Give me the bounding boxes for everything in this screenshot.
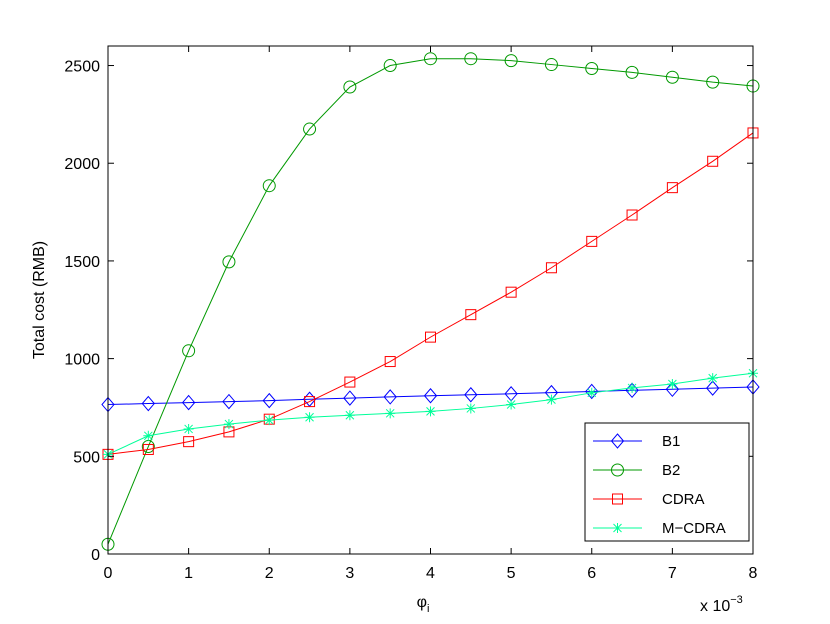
data-point xyxy=(262,179,276,193)
y-tick-label: 1500 xyxy=(64,254,100,271)
data-point xyxy=(143,430,154,441)
data-point xyxy=(506,399,517,410)
data-point xyxy=(182,344,196,358)
data-point xyxy=(181,394,196,411)
data-point xyxy=(544,58,558,72)
legend-label: B1 xyxy=(662,433,680,450)
data-point xyxy=(586,387,597,398)
x-tick-label: 4 xyxy=(426,565,435,582)
data-point xyxy=(183,436,195,448)
data-point xyxy=(343,80,357,94)
y-tick-label: 500 xyxy=(73,449,100,466)
data-point xyxy=(464,52,478,66)
data-point xyxy=(262,392,276,409)
x-tick-label: 1 xyxy=(184,565,193,582)
x-axis-multiplier: x 10−3 xyxy=(700,594,743,615)
x-axis-label-subscript: i xyxy=(427,603,429,615)
legend-marker xyxy=(612,493,623,505)
x-axis-multiplier-exponent: −3 xyxy=(730,594,743,606)
data-point xyxy=(706,380,720,396)
data-point xyxy=(344,376,356,388)
x-axis-label-symbol: φ xyxy=(417,594,427,611)
data-point xyxy=(667,379,678,390)
data-point xyxy=(424,52,437,66)
data-point xyxy=(625,65,639,79)
data-point xyxy=(665,381,680,398)
legend-entry: M−CDRA xyxy=(593,520,726,537)
data-point xyxy=(141,395,155,412)
data-point xyxy=(383,389,397,405)
data-point xyxy=(504,54,518,68)
data-point xyxy=(222,393,236,410)
data-point xyxy=(707,373,718,384)
series-line xyxy=(107,386,754,406)
y-tick-label: 1000 xyxy=(64,352,100,369)
legend: B1 B2 CDRA M−CDRA xyxy=(584,422,750,542)
legend-entry: CDRA xyxy=(593,491,705,508)
data-point xyxy=(665,70,679,84)
data-point xyxy=(465,309,477,321)
x-tick-label: 5 xyxy=(507,565,516,582)
x-tick-label: 0 xyxy=(104,565,113,582)
data-point xyxy=(586,235,598,247)
data-point xyxy=(546,394,557,405)
x-tick-label: 7 xyxy=(668,565,677,582)
legend-entry: B1 xyxy=(593,433,680,450)
data-point xyxy=(304,412,315,423)
data-point xyxy=(183,423,194,434)
data-point xyxy=(222,255,236,269)
data-point xyxy=(343,390,357,406)
legend-label: M−CDRA xyxy=(662,520,726,537)
data-point xyxy=(505,286,517,298)
series-line xyxy=(107,58,754,545)
data-point xyxy=(425,331,436,343)
x-axis-label: φi xyxy=(417,594,430,615)
legend-entry: B2 xyxy=(593,462,680,479)
data-point xyxy=(344,410,355,421)
legend-box xyxy=(584,422,750,542)
data-point xyxy=(384,356,396,368)
data-point xyxy=(465,403,476,414)
x-axis-multiplier-base: x 10 xyxy=(700,598,730,615)
legend-marker xyxy=(612,523,623,533)
legend-marker xyxy=(611,463,624,477)
data-point xyxy=(223,419,234,430)
data-point xyxy=(464,386,478,403)
y-tick-label: 2000 xyxy=(64,156,100,173)
data-point xyxy=(423,387,438,404)
ticks-layer: 0 1 2 3 4 5 6 7 8 0 500 1000 1500 2000 2500 xyxy=(64,46,758,582)
y-axis-label: Total cost (RMB) xyxy=(31,241,48,359)
y-tick-label: 2500 xyxy=(64,59,100,76)
data-point xyxy=(264,415,275,426)
legend-label: B2 xyxy=(662,462,680,479)
data-point xyxy=(385,408,396,419)
data-point xyxy=(585,61,599,75)
x-tick-label: 8 xyxy=(749,565,758,582)
data-point xyxy=(383,59,397,73)
data-point xyxy=(304,396,316,408)
data-point xyxy=(707,155,719,167)
data-point xyxy=(706,75,720,89)
data-point xyxy=(627,382,638,393)
legend-label: CDRA xyxy=(662,491,705,508)
data-point xyxy=(303,122,317,136)
data-point xyxy=(425,406,436,417)
x-tick-label: 3 xyxy=(345,565,354,582)
data-point xyxy=(545,262,557,274)
y-tick-label: 0 xyxy=(91,547,100,564)
x-tick-label: 2 xyxy=(265,565,274,582)
legend-marker xyxy=(610,433,625,449)
x-tick-label: 6 xyxy=(587,565,596,582)
data-point xyxy=(666,182,678,194)
data-point xyxy=(626,209,638,221)
series-0 xyxy=(101,379,760,413)
series-line xyxy=(107,132,754,455)
data-point xyxy=(142,443,154,455)
